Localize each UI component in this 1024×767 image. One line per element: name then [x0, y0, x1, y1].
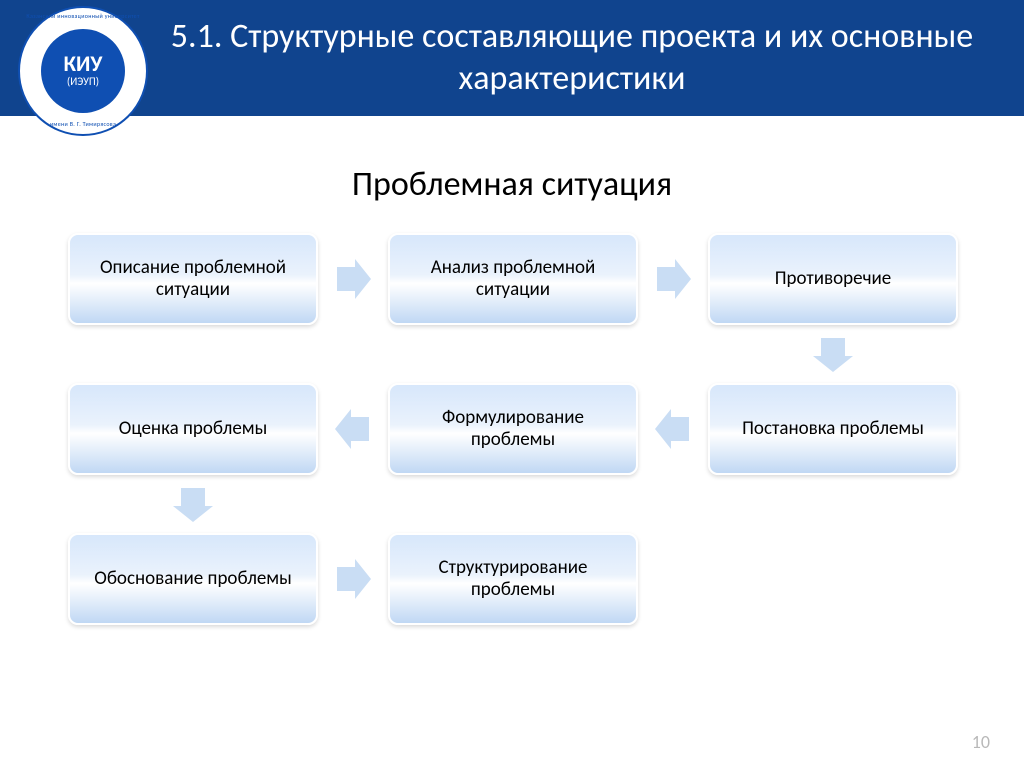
flow-node-n1: Описание проблемной ситуации — [68, 233, 318, 325]
flow-node-n5: Формулирование проблемы — [388, 383, 638, 475]
flow-node-n6: Оценка проблемы — [68, 383, 318, 475]
flow-node-n7: Обоснование проблемы — [68, 533, 318, 625]
flow-arrow-n3-n4 — [811, 332, 855, 381]
flow-arrow-n5-n6 — [331, 407, 375, 456]
logo-ring-text-top: Казанский инновационный университет — [20, 12, 146, 20]
logo-sub-text: (ИЭУП) — [67, 75, 99, 88]
flow-node-n3: Противоречие — [708, 233, 958, 325]
flow-arrow-n7-n8 — [331, 557, 375, 606]
page-number: 10 — [972, 731, 990, 753]
flow-arrow-n2-n3 — [651, 257, 695, 306]
logo-outer-ring: Казанский инновационный университет КИУ … — [18, 6, 148, 136]
logo-ring-text-bottom: имени В. Г. Тимирясова — [20, 120, 146, 128]
flow-arrow-n1-n2 — [331, 257, 375, 306]
slide-subtitle: Проблемная ситуация — [0, 164, 1024, 205]
logo-inner-circle: КИУ (ИЭУП) — [41, 29, 125, 113]
slide-header: Казанский инновационный университет КИУ … — [0, 0, 1024, 116]
slide-title: 5.1. Структурные составляющие проекта и … — [0, 16, 1024, 101]
flow-arrow-n6-n7 — [171, 482, 215, 531]
flow-node-n4: Постановка проблемы — [708, 383, 958, 475]
logo-main-text: КИУ — [64, 53, 103, 75]
flow-node-n2: Анализ проблемной ситуации — [388, 233, 638, 325]
flow-node-n8: Структурирование проблемы — [388, 533, 638, 625]
flow-arrow-n4-n5 — [651, 407, 695, 456]
university-logo: Казанский инновационный университет КИУ … — [18, 6, 148, 136]
